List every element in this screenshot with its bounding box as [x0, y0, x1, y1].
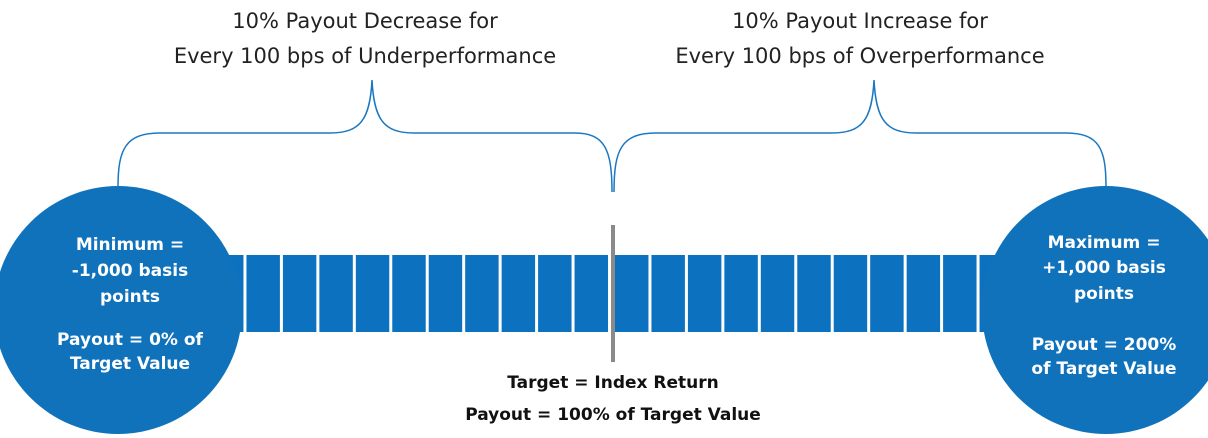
scale-segment	[906, 255, 941, 332]
minimum-circle	[0, 186, 242, 434]
scale-segment	[797, 255, 831, 332]
minimum-text: Minimum =	[76, 235, 184, 255]
target-text: Payout = 100% of Target Value	[465, 405, 761, 425]
scale-segment	[651, 255, 685, 332]
right-brace	[613, 79, 1107, 193]
scale-segment	[943, 255, 977, 332]
maximum-payout: of Target Value	[1031, 359, 1176, 379]
maximum-text: points	[1074, 284, 1134, 304]
scale-segment	[246, 255, 280, 332]
left-label: Every 100 bps of Underperformance	[174, 44, 556, 68]
left-brace	[117, 79, 613, 193]
scale-segment	[538, 255, 572, 332]
maximum-circle	[982, 186, 1208, 434]
scale-bar	[210, 255, 1013, 332]
minimum-text: -1,000 basis	[72, 261, 188, 281]
scale-segment	[724, 255, 758, 332]
scale-segment	[355, 255, 390, 332]
scale-segment	[870, 255, 904, 332]
scale-segment	[760, 255, 795, 332]
right-label: 10% Payout Increase for	[732, 9, 988, 33]
scale-segment	[465, 255, 499, 332]
minimum-payout: Target Value	[70, 354, 190, 374]
maximum-text: Maximum =	[1048, 233, 1161, 253]
scale-segment	[501, 255, 536, 332]
scale-segment	[319, 255, 353, 332]
scale-segment	[833, 255, 868, 332]
target-text: Target = Index Return	[507, 373, 719, 393]
scale-segment	[687, 255, 722, 332]
maximum-payout: Payout = 200%	[1032, 335, 1177, 355]
scale-segment	[615, 255, 649, 332]
scale-segment	[282, 255, 317, 332]
scale-segment	[392, 255, 426, 332]
minimum-text: points	[100, 287, 160, 307]
scale-segment	[428, 255, 463, 332]
left-label: 10% Payout Decrease for	[232, 9, 498, 33]
right-label: Every 100 bps of Overperformance	[675, 44, 1044, 68]
scale-segment	[574, 255, 608, 332]
minimum-payout: Payout = 0% of	[57, 330, 203, 350]
maximum-text: +1,000 basis	[1042, 258, 1166, 278]
